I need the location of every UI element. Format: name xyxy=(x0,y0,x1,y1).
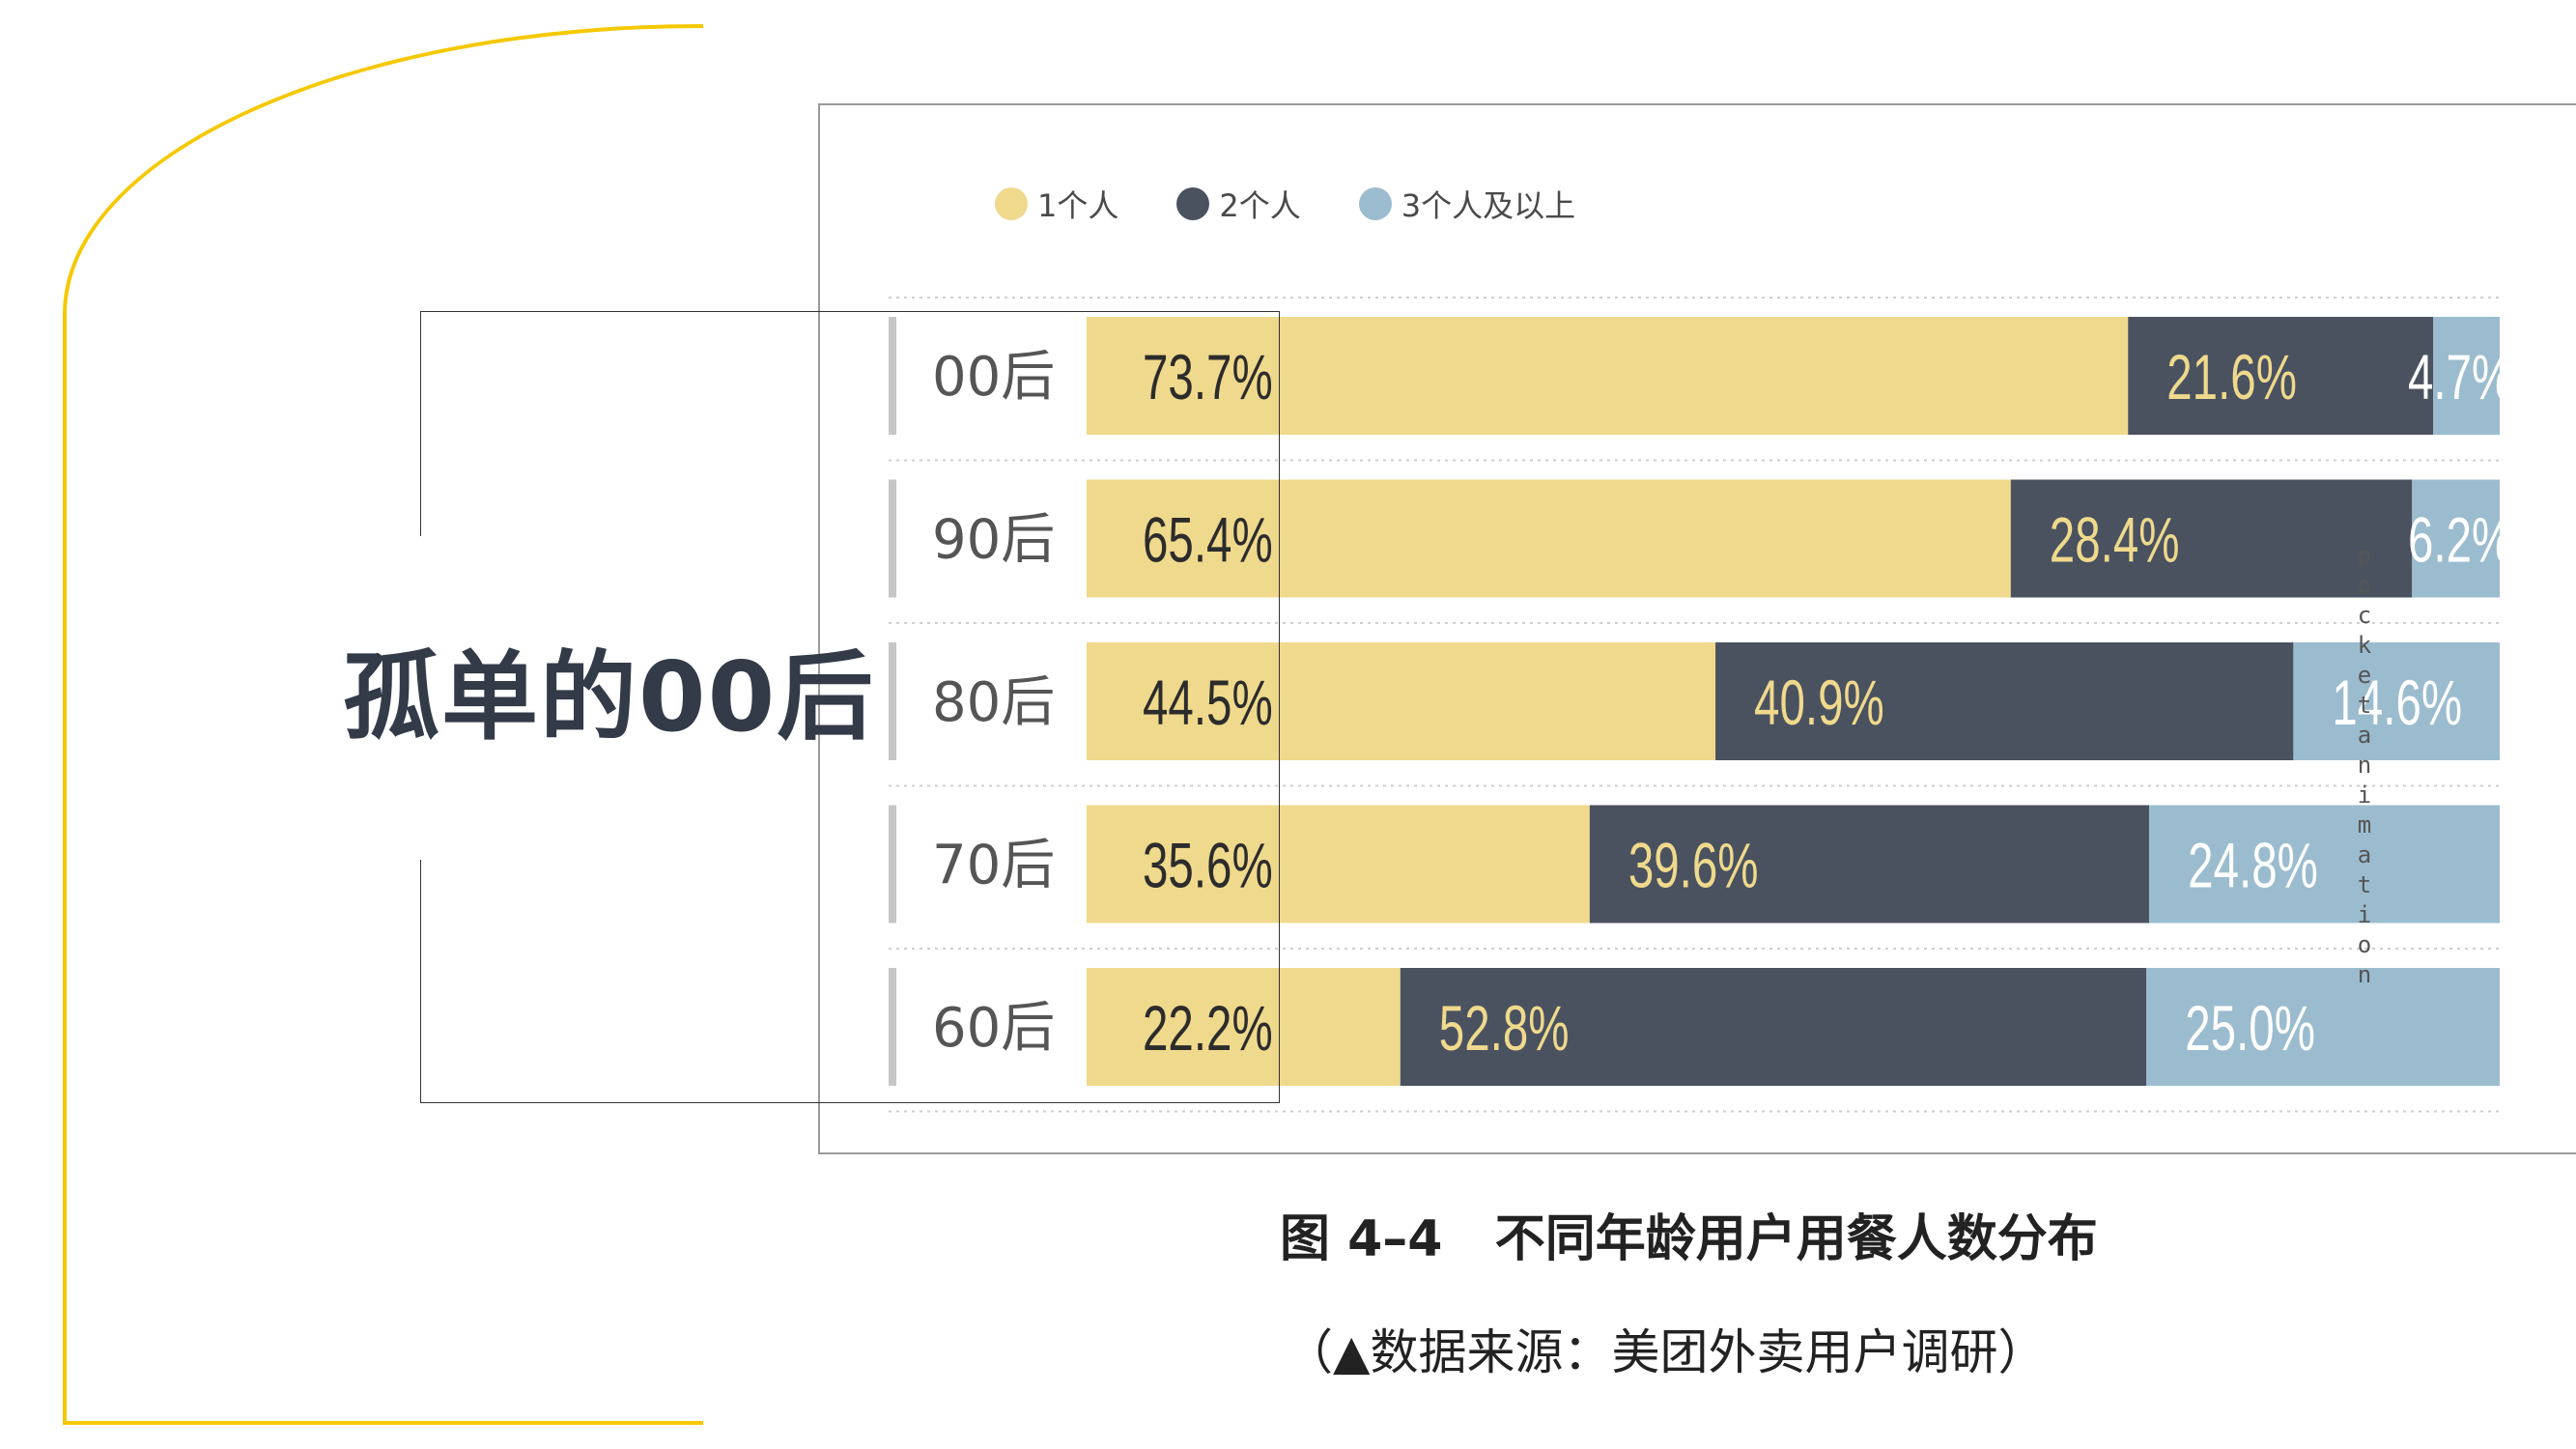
bar-segment xyxy=(2010,479,2413,598)
bar-segment xyxy=(2128,317,2434,435)
data-label: 24.8% xyxy=(2188,831,2318,901)
data-label: 40.9% xyxy=(1754,668,1884,738)
data-label: 73.7% xyxy=(1143,342,1273,412)
bar-segment xyxy=(2433,317,2500,435)
legend-label: 2个人 xyxy=(1219,187,1301,224)
category-label: 90后 xyxy=(932,509,1055,572)
category-marker xyxy=(889,968,896,1086)
bar-segment xyxy=(1400,968,2147,1086)
bar-segment xyxy=(2293,642,2500,760)
bar-segment xyxy=(1589,805,2150,923)
category-marker xyxy=(889,642,896,760)
category-label: 00后 xyxy=(932,346,1055,409)
category-marker xyxy=(889,479,896,598)
figure-caption: 图 4–4 不同年龄用户用餐人数分布 xyxy=(1280,1210,2098,1268)
data-label: 21.6% xyxy=(2166,342,2297,412)
legend-swatch xyxy=(1176,187,1210,220)
data-label: 6.2% xyxy=(2408,505,2512,576)
category-label: 70后 xyxy=(932,835,1055,897)
legend-item: 2个人 xyxy=(1176,182,1301,226)
data-label: 28.4% xyxy=(2050,505,2180,576)
legend-swatch xyxy=(1358,187,1392,220)
category-marker xyxy=(889,317,896,435)
data-label: 35.6% xyxy=(1143,831,1273,901)
slide-title: 孤单的00后 xyxy=(343,640,876,753)
title-frame-gap xyxy=(418,536,426,860)
legend-label: 3个人及以上 xyxy=(1401,187,1576,224)
bar-segment xyxy=(1087,317,2129,435)
watermark-text: pocketanimation xyxy=(2357,542,2372,988)
bar-segment xyxy=(2149,805,2500,923)
bar-segment xyxy=(2412,479,2500,598)
chart-panel xyxy=(818,103,2576,1154)
data-label: 44.5% xyxy=(1143,668,1273,738)
data-label: 14.6% xyxy=(2332,668,2462,738)
bar-segment xyxy=(2146,968,2500,1086)
legend-swatch xyxy=(995,187,1028,220)
data-label: 25.0% xyxy=(2185,993,2315,1064)
bar-segment xyxy=(1087,968,1401,1086)
category-label: 60后 xyxy=(932,997,1055,1060)
legend-label: 1个人 xyxy=(1037,187,1119,224)
data-label: 4.7% xyxy=(2408,342,2512,412)
bar-segment xyxy=(1087,805,1590,923)
chart-legend: 1个人 2个人 3个人及以上 xyxy=(995,182,1633,226)
bar-segment xyxy=(1087,642,1716,760)
legend-item: 3个人及以上 xyxy=(1358,182,1576,226)
data-label: 52.8% xyxy=(1439,993,1570,1064)
data-label: 22.2% xyxy=(1143,993,1273,1064)
legend-item: 1个人 xyxy=(995,182,1118,226)
bar-segment xyxy=(1715,642,2294,760)
data-label: 65.4% xyxy=(1143,505,1273,576)
bar-segment xyxy=(1087,479,2011,598)
data-label: 39.6% xyxy=(1628,831,1759,901)
data-source-note: （▲数据来源：美团外卖用户调研） xyxy=(1285,1324,2047,1380)
category-label: 80后 xyxy=(932,671,1055,734)
category-marker xyxy=(889,805,896,923)
